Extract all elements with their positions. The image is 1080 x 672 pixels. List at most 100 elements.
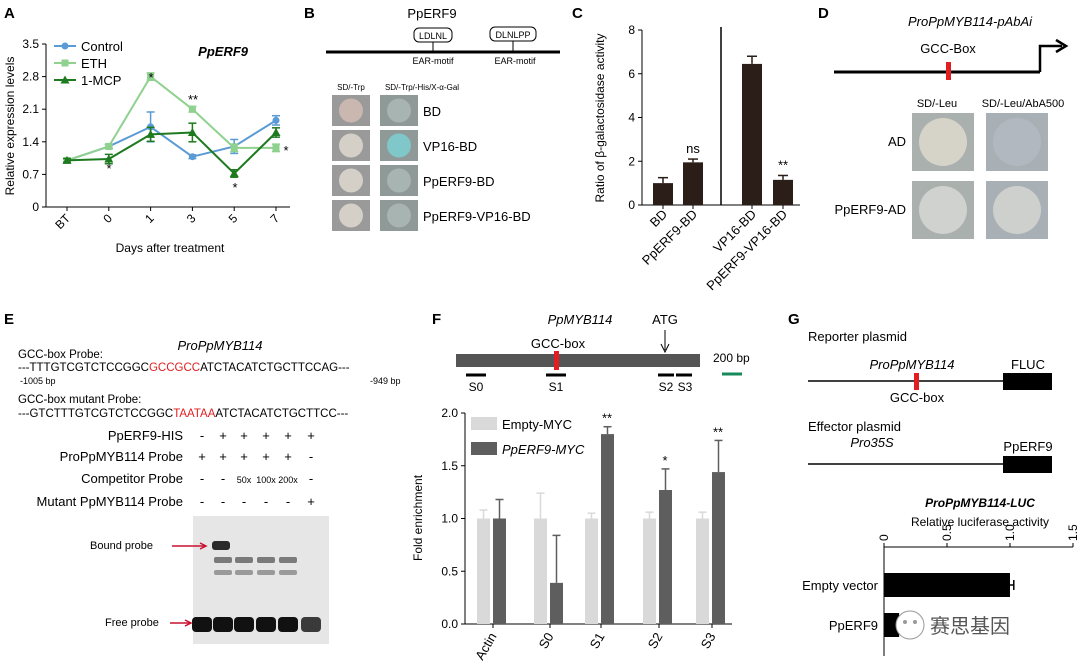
gcc-box-marker-f [554, 351, 559, 370]
probe-start: -1005 bp [20, 376, 56, 386]
effector-label: PpERF9 [1003, 439, 1052, 454]
x-tick-label: 0 [100, 211, 115, 226]
bar [884, 573, 1010, 597]
yeast-row-label: PpERF9-VP16-BD [423, 209, 531, 224]
line-chart-a: 00.71.42.12.83.5BT 0 1 3 5 7ControlETH1-MCP**… [22, 37, 290, 232]
bar [643, 518, 656, 624]
motif-2-text: DLNLPP [495, 30, 530, 40]
y-tick-label: 0.7 [22, 167, 39, 181]
panel-c-label: C [572, 5, 583, 22]
free-band [278, 617, 298, 632]
gel-bands [192, 541, 321, 632]
significance-mark: * [283, 143, 288, 158]
site-label: S3 [678, 380, 693, 394]
wechat-icon-eye-2 [913, 620, 917, 624]
yeast-colony [339, 168, 363, 193]
y-tick-label: 2.8 [22, 70, 39, 84]
emsa-lane-sign: - [242, 494, 246, 509]
free-probe-label: Free probe [105, 617, 159, 629]
bar [742, 63, 762, 205]
motif-1-text: LDLNL [419, 31, 447, 41]
legend-label: PpERF9-MYC [502, 442, 585, 457]
yeast-colony [387, 133, 411, 158]
transcription-start-arrow [1038, 44, 1062, 72]
gcc-box-label-g: GCC-box [890, 390, 945, 405]
panel-f-element: GCC-box [531, 336, 586, 351]
y-tick-label: 8 [628, 23, 635, 37]
x-tick-label: 0.5 [940, 524, 954, 541]
x-tick-label: S1 [587, 630, 608, 651]
y-tick-label: 1.4 [22, 135, 39, 149]
site-label: S1 [549, 380, 564, 394]
bar [477, 518, 490, 624]
yeast-row-label: BD [423, 104, 441, 119]
bar [550, 582, 563, 624]
significance-mark: * [662, 453, 667, 468]
emsa-lane-sign: 100x [256, 475, 276, 485]
emsa-lane-sign: + [198, 449, 206, 464]
bar [683, 162, 703, 205]
smear-band [235, 557, 253, 563]
atg-label: ATG [652, 312, 678, 327]
effector-promoter: Pro35S [850, 435, 894, 450]
data-point [230, 144, 238, 152]
bar-chart-f: 0.0 0.5 1.0 1.5 2.0 Actin S0 ** S1 * S2 ** S3 Empty-M… [441, 406, 732, 663]
y-tick-label: 0 [32, 200, 39, 214]
mutant-probe-sequence: ---GTCTTTGTCGTCTCCGGCTAATAAATCTACATCTGCT… [18, 408, 348, 420]
emsa-lane-sign: + [219, 449, 227, 464]
medium-label-d1: SD/-Leu [917, 98, 957, 110]
y-tick-label: 4 [628, 111, 635, 125]
yeast-row-label: AD [888, 134, 906, 149]
gene-bar [456, 354, 700, 367]
y-tick-label: 1.0 [441, 512, 458, 526]
legend-label: 1-MCP [81, 73, 121, 88]
emsa-lane-sign: - [286, 494, 290, 509]
panel-d-construct: ProPpMYB114-pAbAi [908, 14, 1033, 29]
bar [585, 518, 598, 624]
significance-mark: * [148, 70, 153, 85]
emsa-lane-sign: + [307, 494, 315, 509]
y-tick-label: 2.1 [22, 102, 39, 116]
significance-mark: ** [188, 92, 198, 107]
fluc-label: FLUC [1011, 357, 1045, 372]
bar [534, 518, 547, 624]
emsa-row-label: Mutant PpMYB114 Probe [37, 494, 183, 509]
emsa-lane-sign: + [307, 428, 315, 443]
x-tick-label: 1.0 [1003, 524, 1017, 541]
panel-e: E ProPpMYB114 GCC-box Probe: ---TTTGTCGT… [4, 311, 401, 644]
emsa-lane-sign: - [200, 471, 204, 486]
x-tick-label: 5 [226, 211, 241, 226]
yeast-colony [387, 98, 411, 123]
free-band [301, 617, 321, 632]
x-tick-label: 1.5 [1066, 524, 1080, 541]
x-tick-label: 3 [184, 211, 199, 226]
data-point [147, 73, 155, 81]
data-point [272, 144, 280, 152]
emsa-lane-sign: + [284, 428, 292, 443]
chip-site-markers: S0 S1 S2 S3 [466, 373, 693, 394]
yeast-colony [339, 133, 363, 158]
atg-arrow-head-icon [660, 343, 670, 354]
emsa-lane-sign: + [262, 449, 270, 464]
panel-d-element: GCC-Box [920, 41, 976, 56]
y-tick-label: 2 [628, 154, 635, 168]
data-point [105, 142, 113, 150]
series-line [66, 131, 277, 175]
panel-e-title: ProPpMYB114 [177, 338, 262, 353]
panel-f-label: F [432, 311, 441, 328]
wechat-icon [895, 610, 925, 640]
data-point [229, 168, 239, 177]
emsa-lane-sign: + [219, 428, 227, 443]
significance-mark: ** [602, 411, 612, 426]
panel-g-chart-subtitle: Relative luciferase activity [911, 515, 1049, 529]
bar [601, 434, 614, 624]
emsa-lane-sign: - [200, 494, 204, 509]
panel-b: B PpERF9 LDLNL EAR-motif DLNLPP EAR-moti… [304, 5, 560, 231]
probe-label: GCC-box Probe: [18, 349, 103, 361]
x-tick-label: BT [52, 211, 73, 232]
data-point [104, 154, 114, 163]
probe-end: -949 bp [370, 376, 401, 386]
